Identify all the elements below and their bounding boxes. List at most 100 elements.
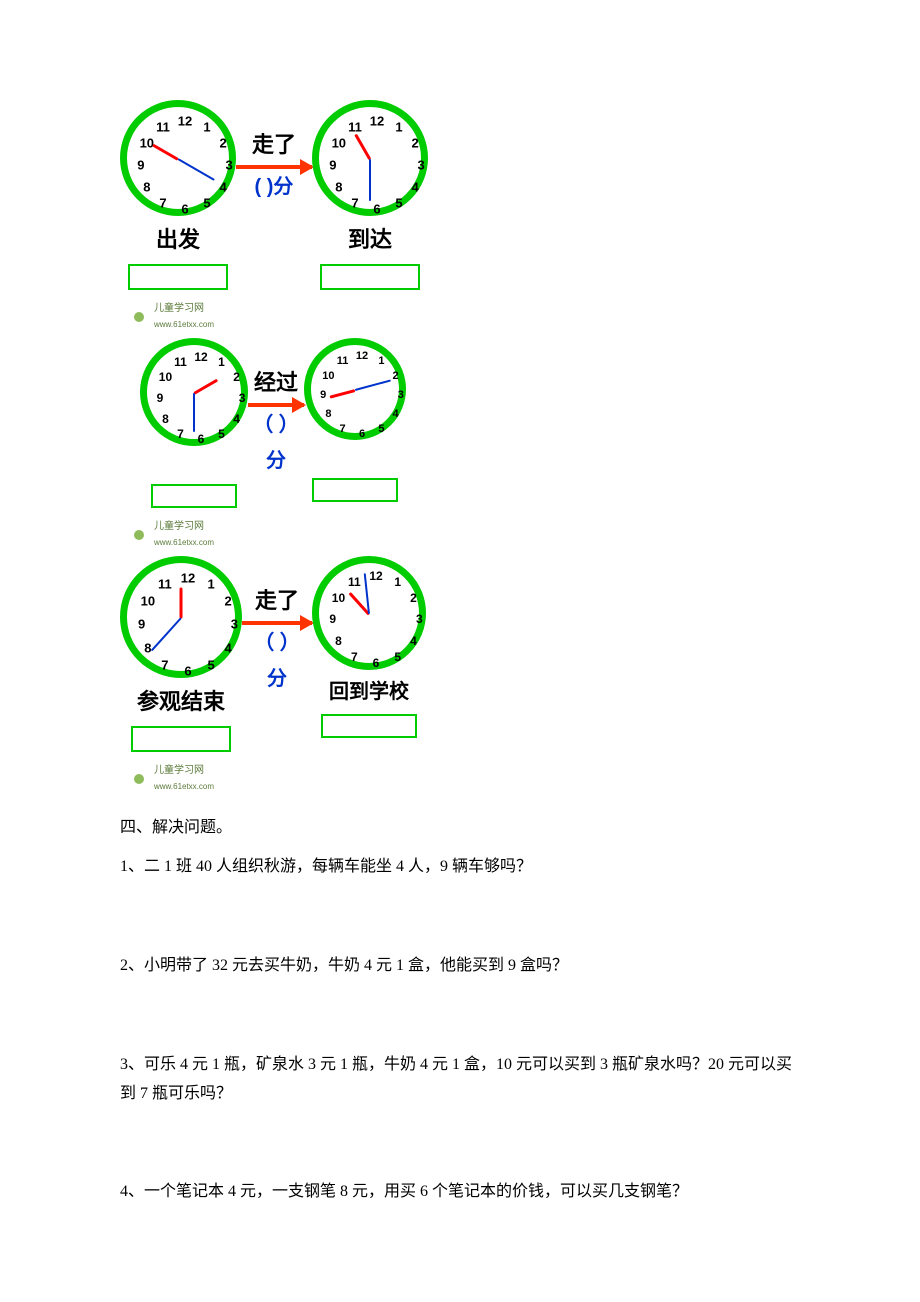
clock-number: 6 <box>373 653 380 675</box>
watermark-text: 儿童学习网www.61etxx.com <box>154 300 214 332</box>
answer-box <box>128 264 228 290</box>
clock-number: 11 <box>348 572 361 594</box>
between-section: 走了( )分 <box>236 100 312 205</box>
clock-number: 4 <box>412 175 419 198</box>
minute-hand <box>151 618 182 652</box>
hour-hand <box>193 379 218 395</box>
clock-number: 1 <box>218 353 225 375</box>
blank-minutes-unit: 分 <box>266 443 286 479</box>
clock-number: 9 <box>157 388 164 410</box>
clock-number: 1 <box>203 115 210 138</box>
clock-number: 2 <box>220 131 227 154</box>
clock-number: 10 <box>159 368 172 390</box>
clock-number: 8 <box>335 631 342 653</box>
clock-number: 4 <box>393 405 399 425</box>
clock-row: 121234567891011出发走了( )分121234567891011到达 <box>120 100 800 290</box>
minute-hand <box>355 380 391 391</box>
clock-number: 1 <box>208 573 215 596</box>
answer-box <box>320 264 420 290</box>
clock-number: 12 <box>370 109 384 132</box>
clock-number: 9 <box>138 613 145 636</box>
clock-unit: 121234567891011回到学校 <box>312 556 426 738</box>
clock-number: 3 <box>231 613 238 636</box>
clock-number: 10 <box>141 589 155 612</box>
section-heading: 四、解决问题。 <box>120 814 800 843</box>
clock-number: 6 <box>184 659 191 682</box>
clock-number: 9 <box>137 153 144 176</box>
clock-number: 10 <box>322 367 334 387</box>
clock-number: 10 <box>332 131 346 154</box>
minute-hand <box>193 393 195 432</box>
clock-number: 3 <box>239 388 246 410</box>
clock-number: 7 <box>340 420 346 440</box>
clock-number: 1 <box>395 115 402 138</box>
clock-number: 2 <box>412 131 419 154</box>
between-label: 走了 <box>255 581 299 621</box>
arrow-icon <box>242 621 312 625</box>
clock-caption: 参观结束 <box>137 682 225 722</box>
hour-hand <box>152 144 179 161</box>
between-section: 经过（ ）分 <box>248 338 304 479</box>
clock-number: 5 <box>203 191 210 214</box>
clock-number: 6 <box>181 197 188 220</box>
clock-row: 121234567891011参观结束走了（ ）分121234567891011… <box>120 556 800 752</box>
watermark: 儿童学习网www.61etxx.com <box>130 518 800 550</box>
clock-number: 8 <box>162 409 169 431</box>
clock-unit: 121234567891011 <box>140 338 248 508</box>
clock-unit: 121234567891011 <box>304 338 406 502</box>
clock-number: 5 <box>218 424 225 446</box>
clock-number: 7 <box>159 191 166 214</box>
clock-number: 12 <box>369 566 382 588</box>
watermark-icon <box>130 768 150 788</box>
clock-number: 4 <box>225 636 232 659</box>
blank-minutes-unit: 分 <box>267 661 287 697</box>
clock-number: 2 <box>410 588 417 610</box>
clock-face: 121234567891011 <box>120 556 242 678</box>
clock-number: 6 <box>373 197 380 220</box>
clock-number: 3 <box>225 153 232 176</box>
clock-number: 8 <box>335 175 342 198</box>
hour-hand <box>330 389 355 398</box>
clock-number: 7 <box>351 191 358 214</box>
watermark-text: 儿童学习网www.61etxx.com <box>154 518 214 550</box>
answer-box <box>312 478 398 502</box>
clock-number: 3 <box>398 386 404 406</box>
clock-number: 2 <box>393 367 399 387</box>
clock-number: 5 <box>394 647 401 669</box>
arrow-icon <box>236 165 312 169</box>
clock-number: 7 <box>177 424 184 446</box>
clock-number: 5 <box>395 191 402 214</box>
clock-number: 10 <box>140 131 154 154</box>
clock-number: 7 <box>161 653 168 676</box>
clock-number: 8 <box>325 405 331 425</box>
clock-number: 11 <box>174 353 187 375</box>
clock-caption: 回到学校 <box>329 674 409 710</box>
clock-number: 2 <box>233 368 240 390</box>
clock-unit: 121234567891011参观结束 <box>120 556 242 752</box>
arrow-icon <box>248 403 304 407</box>
clock-unit: 121234567891011到达 <box>312 100 428 290</box>
answer-box <box>151 484 237 508</box>
problem-text: 1、二 1 班 40 人组织秋游，每辆车能坐 4 人，9 辆车够吗？ <box>120 853 800 882</box>
watermark-icon <box>130 306 150 326</box>
blank-minutes: ( )分 <box>255 169 294 205</box>
clock-number: 11 <box>158 573 172 596</box>
clock-number: 6 <box>198 429 205 451</box>
between-section: 走了（ ）分 <box>242 556 312 697</box>
clock-number: 5 <box>208 653 215 676</box>
clock-number: 10 <box>332 588 345 610</box>
clock-number: 3 <box>417 153 424 176</box>
clock-number: 4 <box>233 409 240 431</box>
clock-number: 11 <box>337 353 349 373</box>
clock-number: 4 <box>410 631 417 653</box>
clock-number: 6 <box>359 425 365 445</box>
hour-hand <box>180 588 183 619</box>
clock-number: 2 <box>225 589 232 612</box>
clock-number: 9 <box>329 153 336 176</box>
clock-number: 1 <box>394 572 401 594</box>
minute-hand <box>178 158 215 181</box>
minute-hand <box>369 159 371 201</box>
clock-caption: 出发 <box>156 220 200 260</box>
hour-hand <box>354 134 371 161</box>
watermark: 儿童学习网www.61etxx.com <box>130 762 800 794</box>
